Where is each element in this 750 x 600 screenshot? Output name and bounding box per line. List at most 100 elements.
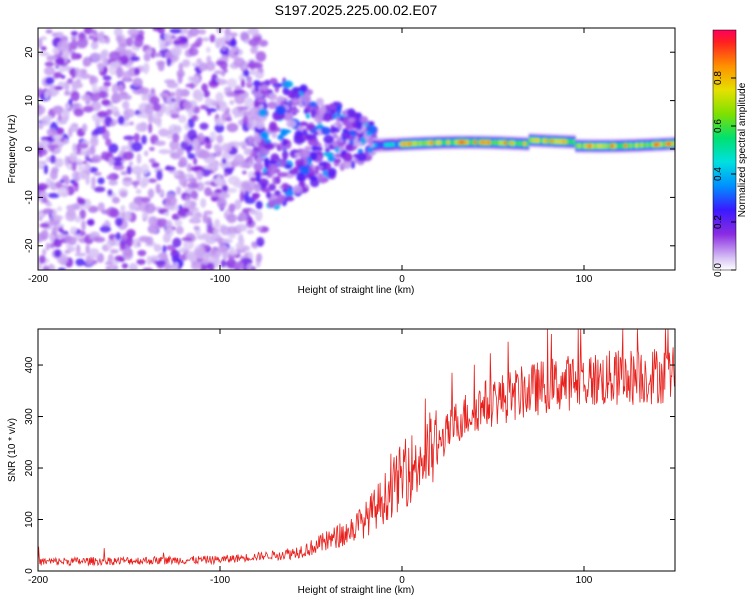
spectrogram-blob xyxy=(287,89,296,99)
spectrogram-blob xyxy=(181,59,191,68)
spectrogram-blob xyxy=(122,151,134,161)
spectrogram-blob xyxy=(256,253,263,263)
spectrogram-blob xyxy=(241,170,247,175)
spectrogram-blob xyxy=(170,113,180,119)
spectrogram-blob xyxy=(267,199,276,209)
spectrogram-blob xyxy=(102,75,112,81)
spectrogram-blob xyxy=(102,57,109,69)
spectrogram-blob xyxy=(191,62,201,67)
spectrogram-blob xyxy=(204,141,212,150)
spectrogram-blob xyxy=(255,120,265,130)
spectrogram-blob xyxy=(49,154,57,164)
spectrogram-blob xyxy=(157,252,168,261)
carrier-cell xyxy=(637,143,642,148)
spectrogram-blob xyxy=(345,143,353,152)
spectrogram-blob xyxy=(159,42,167,50)
spectrogram-blob xyxy=(141,196,151,203)
spectrogram-blob xyxy=(265,191,272,199)
spectrogram-blob xyxy=(134,67,141,76)
spectrogram-blob xyxy=(267,165,278,176)
spectrogram-blob xyxy=(303,107,309,115)
spectrogram-blob xyxy=(234,199,242,210)
carrier-cell xyxy=(646,142,650,147)
spectrogram-blob xyxy=(228,232,236,239)
spectrogram-blob xyxy=(228,203,236,213)
spectrogram-blob xyxy=(307,137,319,147)
spectrogram-blob xyxy=(43,164,49,175)
spectrogram-blob xyxy=(246,76,252,86)
spectrogram-blob xyxy=(85,148,91,157)
spectrogram-blob xyxy=(226,213,238,223)
spectrogram-blob xyxy=(181,237,193,242)
spectrogram-blob xyxy=(227,187,238,194)
spectrogram-blob xyxy=(148,123,153,134)
spectrogram-blob xyxy=(222,158,227,165)
spectrogram-x-label: Height of straight line (km) xyxy=(298,285,415,296)
spectrogram-blob xyxy=(77,37,88,49)
carrier-cell xyxy=(474,140,478,145)
spectrogram-blob xyxy=(310,108,316,119)
carrier-cell xyxy=(547,138,552,144)
spectrogram-blob xyxy=(119,243,126,251)
spectrogram-blob xyxy=(94,248,100,257)
spectrogram-blob xyxy=(120,94,132,100)
spectrogram-blob xyxy=(337,122,343,130)
spectrogram-blob xyxy=(39,222,50,228)
spectrogram-blob xyxy=(44,90,50,100)
spectrogram-blob xyxy=(277,134,284,141)
spectrogram-blob xyxy=(53,71,63,79)
carrier-cell xyxy=(504,140,508,146)
spectrogram-blob xyxy=(184,173,195,178)
spectrogram-blob xyxy=(229,39,237,48)
spectrogram-blob xyxy=(70,226,78,233)
spectrogram-blob xyxy=(141,92,147,102)
spectrogram-blob xyxy=(257,98,267,103)
spectrogram-blob xyxy=(150,255,160,260)
spectrogram-blob xyxy=(58,226,64,233)
spectrogram-blob xyxy=(123,211,131,221)
spectrogram-blob xyxy=(148,158,156,164)
carrier-cell xyxy=(506,141,511,146)
carrier-cell xyxy=(550,139,554,144)
spectrogram-blob xyxy=(120,205,126,212)
spectrogram-blob xyxy=(305,113,311,119)
spectrogram-blob xyxy=(314,165,320,175)
spectrogram-blob xyxy=(164,262,171,270)
spectrogram-blob xyxy=(187,110,194,118)
spectrogram-blob xyxy=(260,84,269,91)
spectrogram-blob xyxy=(103,66,108,74)
carrier-cell xyxy=(575,143,579,148)
spectrogram-blob xyxy=(45,29,53,34)
spectrogram-blob xyxy=(356,120,363,131)
carrier-cell xyxy=(616,143,620,148)
spectrogram-blob xyxy=(78,198,86,205)
spectrogram-blob xyxy=(204,187,212,197)
spectrogram-blob xyxy=(164,227,174,238)
spectrogram-blob xyxy=(111,196,120,204)
spectrogram-blob xyxy=(216,197,227,209)
spectrogram-blob xyxy=(176,147,184,157)
spectrogram-blob xyxy=(76,78,82,84)
carrier-cell xyxy=(444,140,448,145)
spectrogram-blob xyxy=(178,62,184,72)
carrier-cell xyxy=(536,138,541,143)
spectrogram-blobs xyxy=(38,28,675,270)
spectrogram-blob xyxy=(64,234,73,243)
spectrogram-blob xyxy=(246,263,252,270)
spectrogram-blob xyxy=(264,79,271,87)
carrier-cell xyxy=(602,144,606,149)
spectrogram-blob xyxy=(205,107,217,113)
spectrogram-blob xyxy=(281,182,290,190)
spectrogram-blob xyxy=(88,34,94,40)
spectrogram-blob xyxy=(91,176,96,186)
spectrogram-blob xyxy=(258,178,269,188)
spectrogram-blob xyxy=(221,45,227,51)
figure-title: S197.2025.225.00.02.E07 xyxy=(275,2,438,18)
spectrogram-x-tick-label: -200 xyxy=(28,274,48,285)
spectrogram-blob xyxy=(164,32,172,42)
spectrogram-blob xyxy=(130,33,137,40)
spectrogram-blob xyxy=(253,80,261,88)
spectrogram-blob xyxy=(324,147,330,153)
spectrogram-blob xyxy=(301,148,311,157)
spectrogram-blob xyxy=(207,110,212,116)
